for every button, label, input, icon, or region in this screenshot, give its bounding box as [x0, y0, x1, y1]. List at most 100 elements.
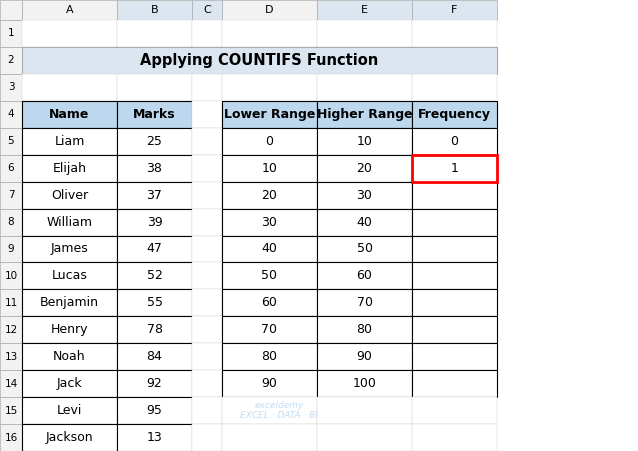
Text: 50: 50	[262, 269, 278, 282]
Text: 90: 90	[357, 350, 373, 363]
Bar	[117, 343, 192, 370]
Text: 70: 70	[262, 323, 278, 336]
Text: 2: 2	[8, 55, 14, 65]
Bar	[22, 262, 117, 290]
Text: 84: 84	[147, 350, 163, 363]
Text: Jack: Jack	[57, 377, 82, 390]
Bar	[192, 370, 222, 397]
Bar	[317, 20, 412, 47]
Text: 10: 10	[262, 161, 278, 175]
Bar	[317, 316, 412, 343]
Text: exceldemy
EXCEL · DATA · BI: exceldemy EXCEL · DATA · BI	[240, 401, 318, 420]
Bar	[22, 182, 117, 208]
Bar	[0, 0, 22, 20]
Bar	[0, 128, 22, 155]
Bar	[222, 343, 317, 370]
Text: James: James	[50, 243, 89, 255]
Text: 95: 95	[147, 404, 163, 417]
Bar	[22, 155, 117, 182]
Bar	[317, 101, 412, 128]
Text: 0: 0	[450, 135, 459, 148]
Bar	[222, 74, 317, 101]
Text: 4: 4	[8, 109, 14, 119]
Bar	[317, 343, 412, 370]
Bar	[117, 101, 192, 128]
Text: Benjamin: Benjamin	[40, 296, 99, 309]
Bar	[192, 74, 222, 101]
Text: 25: 25	[147, 135, 163, 148]
Bar	[22, 316, 117, 343]
Text: C: C	[203, 5, 211, 15]
Text: 30: 30	[357, 189, 373, 202]
Bar	[317, 370, 412, 397]
Bar	[117, 370, 192, 397]
Text: 10: 10	[357, 135, 373, 148]
Bar	[22, 101, 117, 128]
Text: 8: 8	[8, 217, 14, 227]
Bar	[117, 0, 192, 20]
Bar	[0, 155, 22, 182]
Bar	[0, 47, 22, 74]
Bar	[412, 101, 497, 128]
Bar	[222, 20, 317, 47]
Bar	[22, 397, 117, 424]
Bar	[22, 370, 117, 397]
Text: 92: 92	[147, 377, 163, 390]
Bar	[317, 0, 412, 20]
Bar	[192, 397, 222, 424]
Text: 40: 40	[357, 216, 373, 229]
Text: Liam: Liam	[54, 135, 85, 148]
Text: William: William	[47, 216, 93, 229]
Bar	[412, 290, 497, 316]
Bar	[222, 397, 317, 424]
Text: 52: 52	[147, 269, 163, 282]
Text: 12: 12	[4, 325, 18, 335]
Bar	[412, 424, 497, 451]
Text: F: F	[451, 5, 457, 15]
Bar	[117, 20, 192, 47]
Text: 3: 3	[8, 83, 14, 92]
Bar	[192, 0, 222, 20]
Bar	[412, 262, 497, 290]
Bar	[117, 235, 192, 262]
Text: 6: 6	[8, 163, 14, 173]
Text: 30: 30	[262, 216, 278, 229]
Bar	[0, 182, 22, 208]
Text: 40: 40	[262, 243, 278, 255]
Bar	[117, 155, 192, 182]
Bar	[317, 235, 412, 262]
Text: 7: 7	[8, 190, 14, 200]
Text: Henry: Henry	[51, 323, 88, 336]
Bar	[412, 208, 497, 235]
Bar	[117, 262, 192, 290]
Text: 80: 80	[357, 323, 373, 336]
Bar	[192, 316, 222, 343]
Bar	[222, 290, 317, 316]
Text: Frequency: Frequency	[418, 108, 491, 121]
Bar	[412, 0, 497, 20]
Text: 20: 20	[262, 189, 278, 202]
Bar	[117, 74, 192, 101]
Text: Name: Name	[49, 108, 90, 121]
Bar	[192, 424, 222, 451]
Text: 78: 78	[147, 323, 163, 336]
Bar	[192, 182, 222, 208]
Bar	[192, 128, 222, 155]
Bar	[222, 208, 317, 235]
Bar	[117, 316, 192, 343]
Text: 16: 16	[4, 433, 18, 442]
Bar	[22, 290, 117, 316]
Bar	[0, 397, 22, 424]
Bar	[317, 290, 412, 316]
Text: Higher Range: Higher Range	[316, 108, 412, 121]
Bar	[222, 182, 317, 208]
Bar	[117, 397, 192, 424]
Bar	[22, 20, 117, 47]
Bar	[0, 208, 22, 235]
Bar	[192, 290, 222, 316]
Bar	[317, 74, 412, 101]
Bar	[317, 182, 412, 208]
Text: A: A	[66, 5, 73, 15]
Text: 47: 47	[147, 243, 163, 255]
Bar	[192, 235, 222, 262]
